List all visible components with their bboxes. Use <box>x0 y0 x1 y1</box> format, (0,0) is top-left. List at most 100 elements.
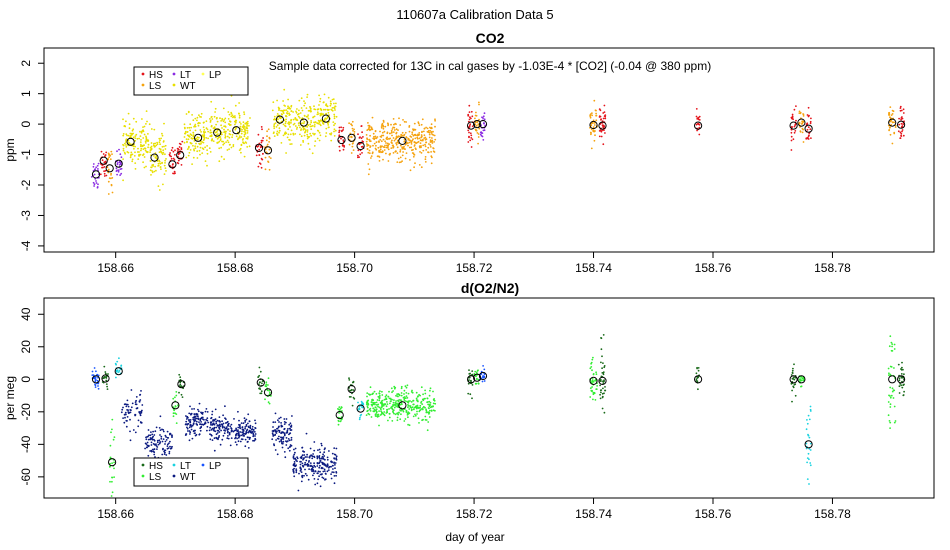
data-point <box>415 148 417 151</box>
data-point <box>599 397 602 400</box>
data-point <box>340 126 342 129</box>
data-point <box>809 120 812 123</box>
data-point <box>124 416 126 419</box>
data-point <box>314 466 317 468</box>
data-point <box>238 136 241 139</box>
data-point <box>389 152 391 155</box>
data-point <box>272 426 274 428</box>
data-point <box>238 423 240 426</box>
data-point <box>391 420 394 422</box>
data-point <box>323 468 326 471</box>
legend-swatch <box>201 72 205 76</box>
data-point <box>367 128 370 131</box>
data-point <box>319 100 321 103</box>
data-point <box>275 439 277 441</box>
data-point <box>389 132 391 135</box>
data-point <box>483 118 486 121</box>
data-point <box>313 478 316 480</box>
data-point <box>371 399 373 402</box>
data-point <box>115 376 117 379</box>
data-point <box>272 434 275 437</box>
data-point <box>420 386 423 389</box>
data-point <box>594 399 597 401</box>
mean-marker <box>356 141 365 151</box>
data-point <box>199 418 202 420</box>
data-point <box>794 383 797 386</box>
data-point <box>419 142 422 145</box>
data-point <box>289 444 292 446</box>
legend-label: LS <box>149 81 162 92</box>
data-point <box>434 118 436 121</box>
data-point <box>367 151 370 154</box>
data-point <box>403 396 406 398</box>
data-point <box>276 427 278 430</box>
data-point <box>322 477 325 480</box>
data-point <box>210 100 213 103</box>
data-point <box>210 434 213 437</box>
data-point <box>296 108 298 110</box>
data-point <box>390 387 393 390</box>
data-point <box>311 457 314 460</box>
data-point <box>333 130 335 133</box>
data-point <box>331 471 334 473</box>
data-point <box>226 139 229 142</box>
data-point <box>404 418 407 420</box>
data-point <box>418 132 421 134</box>
data-point <box>593 99 596 102</box>
mean-marker <box>694 121 703 130</box>
data-point <box>300 129 302 132</box>
data-point <box>188 135 191 138</box>
data-point <box>265 383 268 386</box>
data-point <box>237 440 240 443</box>
data-point <box>396 419 399 422</box>
data-point <box>293 448 295 451</box>
data-point <box>158 189 161 191</box>
data-point <box>260 390 263 393</box>
data-point <box>429 404 432 406</box>
data-point <box>241 433 244 436</box>
data-point <box>892 397 895 399</box>
data-point <box>196 145 199 148</box>
data-point <box>227 437 230 440</box>
data-point <box>174 172 176 175</box>
data-point <box>103 170 105 173</box>
data-point <box>150 174 152 176</box>
data-point <box>126 399 129 402</box>
data-point <box>324 464 327 466</box>
data-point <box>285 437 288 439</box>
data-point <box>603 111 606 113</box>
data-point <box>400 392 403 394</box>
data-point <box>255 154 258 157</box>
data-point <box>318 475 320 478</box>
data-point <box>888 129 891 131</box>
data-point <box>185 418 188 420</box>
data-point <box>795 105 797 107</box>
data-point <box>403 134 405 137</box>
data-point <box>477 378 480 381</box>
data-point <box>195 137 198 140</box>
data-point <box>428 405 431 408</box>
data-point <box>211 118 214 120</box>
data-point <box>233 418 235 420</box>
data-point <box>115 363 117 366</box>
y-tick-label: -1 <box>19 149 33 160</box>
data-point <box>290 143 293 145</box>
data-point <box>225 427 228 430</box>
data-point <box>164 162 166 164</box>
data-point <box>156 141 159 144</box>
data-point <box>259 392 262 395</box>
data-point <box>806 422 809 425</box>
data-point <box>141 118 143 120</box>
data-point <box>603 115 606 117</box>
data-point <box>287 98 289 101</box>
data-point <box>381 394 384 396</box>
data-point <box>604 386 606 388</box>
data-point <box>603 379 605 382</box>
data-point <box>287 440 289 442</box>
data-point <box>430 123 433 126</box>
data-point <box>188 412 191 415</box>
data-point <box>199 129 202 131</box>
data-point <box>309 455 311 458</box>
data-point <box>800 123 803 125</box>
